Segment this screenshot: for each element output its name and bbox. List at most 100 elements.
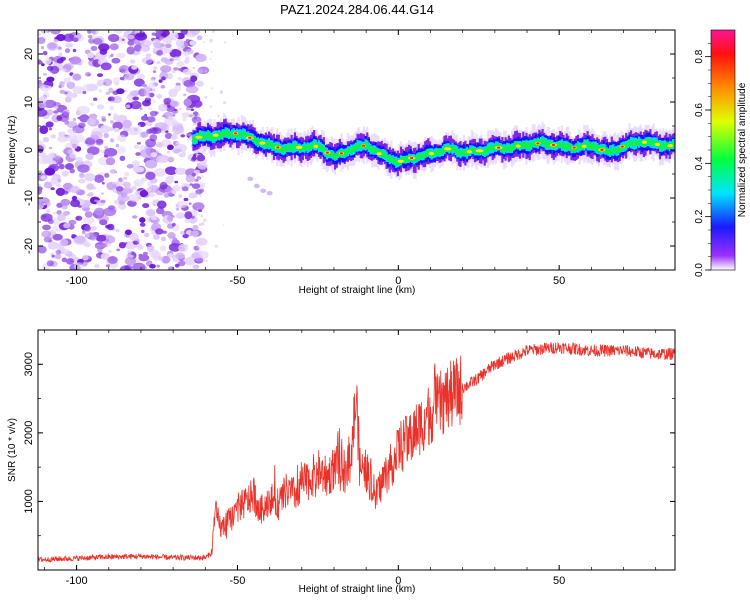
noise-speckle <box>195 53 207 63</box>
noise-speckle <box>118 177 123 182</box>
ridge-cell <box>231 132 234 137</box>
ridge-peak <box>313 144 319 148</box>
noise-speckle <box>150 78 156 82</box>
ridge-cell <box>567 142 570 150</box>
ridge-peak <box>475 149 484 153</box>
noise-speckle <box>183 51 190 57</box>
noise-speckle <box>124 229 132 236</box>
ridge-cell <box>239 132 242 138</box>
noise-speckle <box>56 58 64 64</box>
noise-speckle <box>109 43 119 51</box>
ridge-cell <box>403 157 406 163</box>
noise-speckle <box>132 240 138 244</box>
ridge-cell <box>533 140 536 146</box>
noise-speckle <box>67 91 73 97</box>
ridge-cell <box>271 142 274 149</box>
noise-speckle <box>82 90 87 95</box>
ridge-cell <box>258 139 261 145</box>
ridge-cell <box>568 143 571 151</box>
noise-speckle <box>189 183 193 186</box>
noise-speckle <box>169 100 180 108</box>
ridge-cell <box>419 153 422 159</box>
noise-speckle <box>71 73 82 82</box>
ridge-cell <box>206 132 210 139</box>
noise-speckle <box>139 107 143 110</box>
noise-speckle <box>119 155 126 161</box>
noise-speckle <box>118 242 126 249</box>
noise-speckle <box>139 222 146 227</box>
noise-speckle <box>43 181 53 189</box>
noise-speckle <box>59 238 69 247</box>
noise-speckle <box>172 222 176 227</box>
ridge-cell <box>472 147 475 153</box>
noise-speckle <box>119 76 125 81</box>
ridge-cell <box>280 147 284 152</box>
noise-speckle <box>59 81 65 86</box>
noise-speckle <box>168 175 175 179</box>
noise-speckle <box>78 122 86 129</box>
noise-speckle <box>39 152 47 157</box>
noise-speckle <box>156 264 161 268</box>
ridge-cell <box>388 155 391 163</box>
colorbar-tick-label: 0.6 <box>694 103 705 117</box>
noise-speckle <box>147 107 153 111</box>
x-tick-label: 50 <box>553 575 565 587</box>
ridge-cell <box>586 141 589 148</box>
ridge-cell <box>351 146 354 154</box>
noise-speckle <box>148 127 159 134</box>
noise-speckle <box>57 178 62 183</box>
ridge-cell <box>322 146 325 154</box>
noise-speckle <box>50 30 61 35</box>
noise-speckle <box>38 170 43 175</box>
noise-speckle <box>211 87 214 90</box>
noise-speckle <box>191 155 197 161</box>
noise-speckle <box>132 215 138 219</box>
noise-speckle <box>127 193 142 202</box>
ridge-cell <box>596 145 599 152</box>
noise-speckle <box>79 172 85 178</box>
noise-speckle <box>56 210 62 215</box>
ridge-cell <box>588 143 591 149</box>
noise-speckle <box>109 138 115 143</box>
ridge-cell <box>613 147 617 154</box>
noise-speckle <box>38 144 44 153</box>
snr-panel: -100 -50 0 50 1000 2000 3000 Height of straig… <box>7 329 676 595</box>
ridge-cell <box>589 142 592 150</box>
noise-speckle <box>103 235 116 244</box>
noise-speckle <box>149 192 155 198</box>
noise-speckle <box>133 166 143 173</box>
ridge-cell <box>636 139 639 146</box>
noise-speckle <box>103 207 117 217</box>
ridge-cell <box>605 148 608 154</box>
noise-speckle <box>189 113 196 118</box>
ridge-cell <box>461 150 464 155</box>
noise-speckle <box>63 222 71 229</box>
ridge-cell <box>547 142 551 148</box>
ridge-cell <box>213 133 216 141</box>
noise-speckle <box>129 59 136 64</box>
noise-speckle <box>42 50 48 56</box>
noise-speckle <box>123 89 128 92</box>
noise-speckle <box>53 39 59 43</box>
ridge-cell <box>491 145 494 151</box>
noise-speckle <box>192 264 200 269</box>
noise-speckle <box>131 160 141 166</box>
noise-speckle <box>131 185 137 191</box>
noise-speckle <box>177 76 183 81</box>
noise-speckle <box>196 253 200 258</box>
ridge-cell <box>543 139 546 146</box>
ridge-cell <box>504 145 507 152</box>
ridge-cell <box>416 155 419 161</box>
noise-speckle <box>59 89 66 94</box>
noise-speckle <box>38 101 47 109</box>
noise-speckle <box>155 228 164 235</box>
ridge-cell <box>203 133 206 140</box>
noise-speckle <box>50 65 60 74</box>
noise-speckle <box>174 180 179 184</box>
noise-speckle <box>185 38 191 44</box>
ridge-cell <box>662 143 665 149</box>
noise-speckle <box>87 52 95 59</box>
noise-speckle <box>105 157 116 166</box>
noise-speckle <box>198 177 201 180</box>
ridge-cell <box>264 141 267 148</box>
